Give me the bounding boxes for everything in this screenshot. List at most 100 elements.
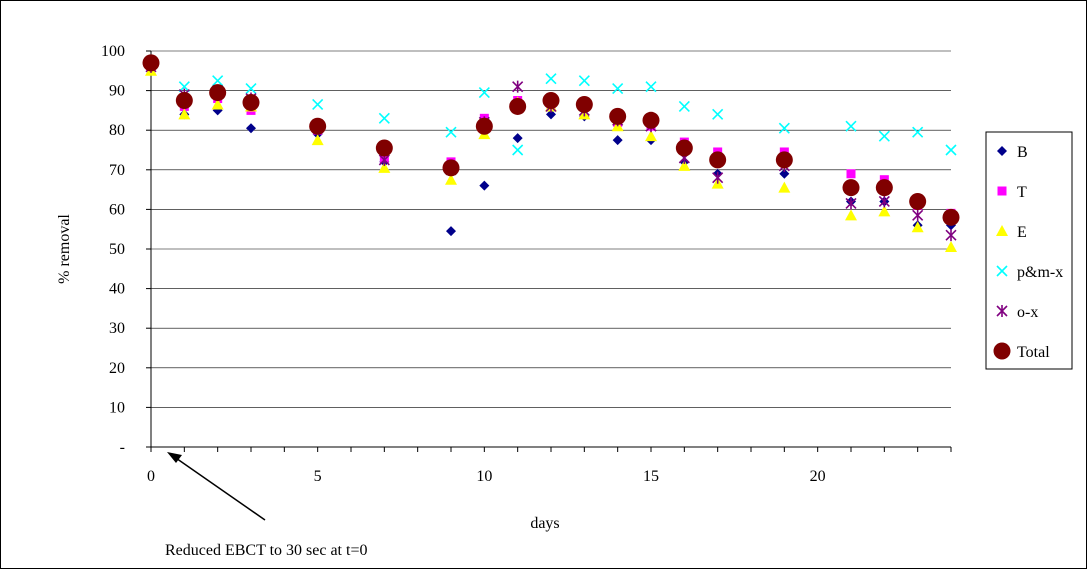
data-point	[509, 97, 527, 115]
data-point	[912, 126, 924, 138]
data-point	[645, 81, 657, 93]
y-tick-label: 80	[109, 122, 125, 139]
annotation-text: Reduced EBCT to 30 sec at t=0	[165, 542, 367, 559]
x-tick-label: 0	[147, 468, 155, 485]
data-point	[778, 122, 790, 134]
y-tick-labels: - 10 20 30 40 50 60 70 80 90 100	[101, 43, 125, 456]
data-point	[246, 123, 256, 134]
data-point	[309, 117, 327, 135]
data-point	[678, 159, 691, 171]
legend-box	[985, 131, 1073, 370]
data-point	[211, 98, 224, 110]
series-t	[146, 62, 956, 218]
data-point	[378, 161, 391, 173]
data-point	[442, 159, 460, 177]
y-tick-label: 20	[109, 360, 125, 377]
legend-label: p&m-x	[1017, 264, 1063, 281]
data-point	[242, 93, 260, 111]
data-point	[142, 54, 160, 72]
data-point	[575, 95, 593, 113]
legend-marker	[996, 265, 1008, 277]
data-points	[142, 54, 960, 253]
data-point	[878, 195, 890, 208]
data-point	[778, 181, 791, 193]
y-tick-label: 90	[109, 83, 125, 100]
data-point	[945, 241, 957, 253]
data-point	[378, 112, 390, 124]
legend-label: B	[1017, 144, 1028, 161]
data-point	[909, 192, 927, 210]
data-point	[845, 197, 857, 210]
data-point	[479, 180, 490, 191]
data-point	[709, 151, 727, 169]
data-point	[942, 208, 960, 226]
data-point	[445, 126, 457, 138]
gridlines	[151, 50, 951, 408]
data-point	[578, 75, 590, 87]
legend-marker	[993, 342, 1011, 360]
data-point	[311, 134, 324, 146]
data-point	[512, 80, 524, 93]
data-point	[945, 229, 957, 242]
legend-marker	[997, 186, 1007, 196]
legend-label: E	[1017, 224, 1027, 241]
data-point	[645, 130, 657, 142]
data-point	[612, 83, 624, 95]
data-point	[545, 73, 557, 85]
data-point	[178, 108, 191, 120]
data-point	[678, 100, 690, 113]
data-point	[446, 226, 456, 237]
legend-marker	[997, 146, 1007, 156]
data-point	[542, 92, 560, 109]
data-point	[912, 209, 924, 222]
data-point	[911, 221, 924, 233]
series-p-m-x	[145, 57, 957, 156]
data-point	[178, 81, 190, 93]
data-point	[775, 151, 793, 169]
data-point	[875, 179, 893, 197]
y-tick-label: 10	[109, 399, 125, 416]
legend: B T Ep&m-x o-x Total	[985, 131, 1073, 370]
data-point	[212, 75, 224, 87]
y-tick-label: -	[120, 439, 125, 456]
legend-label: o-x	[1017, 304, 1038, 321]
annotation: Reduced EBCT to 30 sec at t=0	[165, 452, 367, 559]
data-point	[312, 98, 324, 111]
data-point	[675, 139, 693, 157]
legend-marker	[996, 225, 1008, 236]
legend-label: T	[1017, 184, 1027, 201]
y-axis-label: % removal	[56, 214, 73, 284]
annotation-arrow-head	[167, 452, 182, 463]
series-o-x	[145, 60, 957, 242]
data-point	[845, 209, 857, 221]
data-point	[712, 108, 724, 120]
data-point	[845, 120, 857, 132]
data-point	[245, 83, 257, 95]
data-point	[512, 133, 523, 144]
data-point	[712, 171, 724, 184]
x-tick-label: 20	[810, 468, 826, 485]
y-tick-label: 30	[109, 320, 125, 337]
x-tick-labels: 0 5 10 15 20	[147, 468, 826, 485]
y-tick-label: 100	[101, 43, 125, 60]
y-tick-label: 50	[109, 241, 125, 258]
x-tick-label: 10	[476, 468, 492, 485]
data-point	[642, 111, 660, 129]
legend-marker	[996, 305, 1008, 317]
y-tick-label: 40	[109, 281, 125, 298]
data-point	[878, 130, 890, 142]
y-tick-label: 70	[109, 162, 125, 179]
legend-label: Total	[1017, 344, 1050, 361]
data-point	[609, 107, 627, 125]
x-tick-label: 5	[314, 468, 322, 485]
data-point	[945, 144, 957, 156]
annotation-arrow-line	[172, 455, 266, 521]
axes	[146, 50, 952, 452]
y-tick-label: 60	[109, 201, 125, 218]
data-point	[779, 168, 790, 179]
data-point	[842, 179, 860, 197]
x-tick-label: 15	[643, 468, 659, 485]
data-point	[375, 139, 393, 157]
